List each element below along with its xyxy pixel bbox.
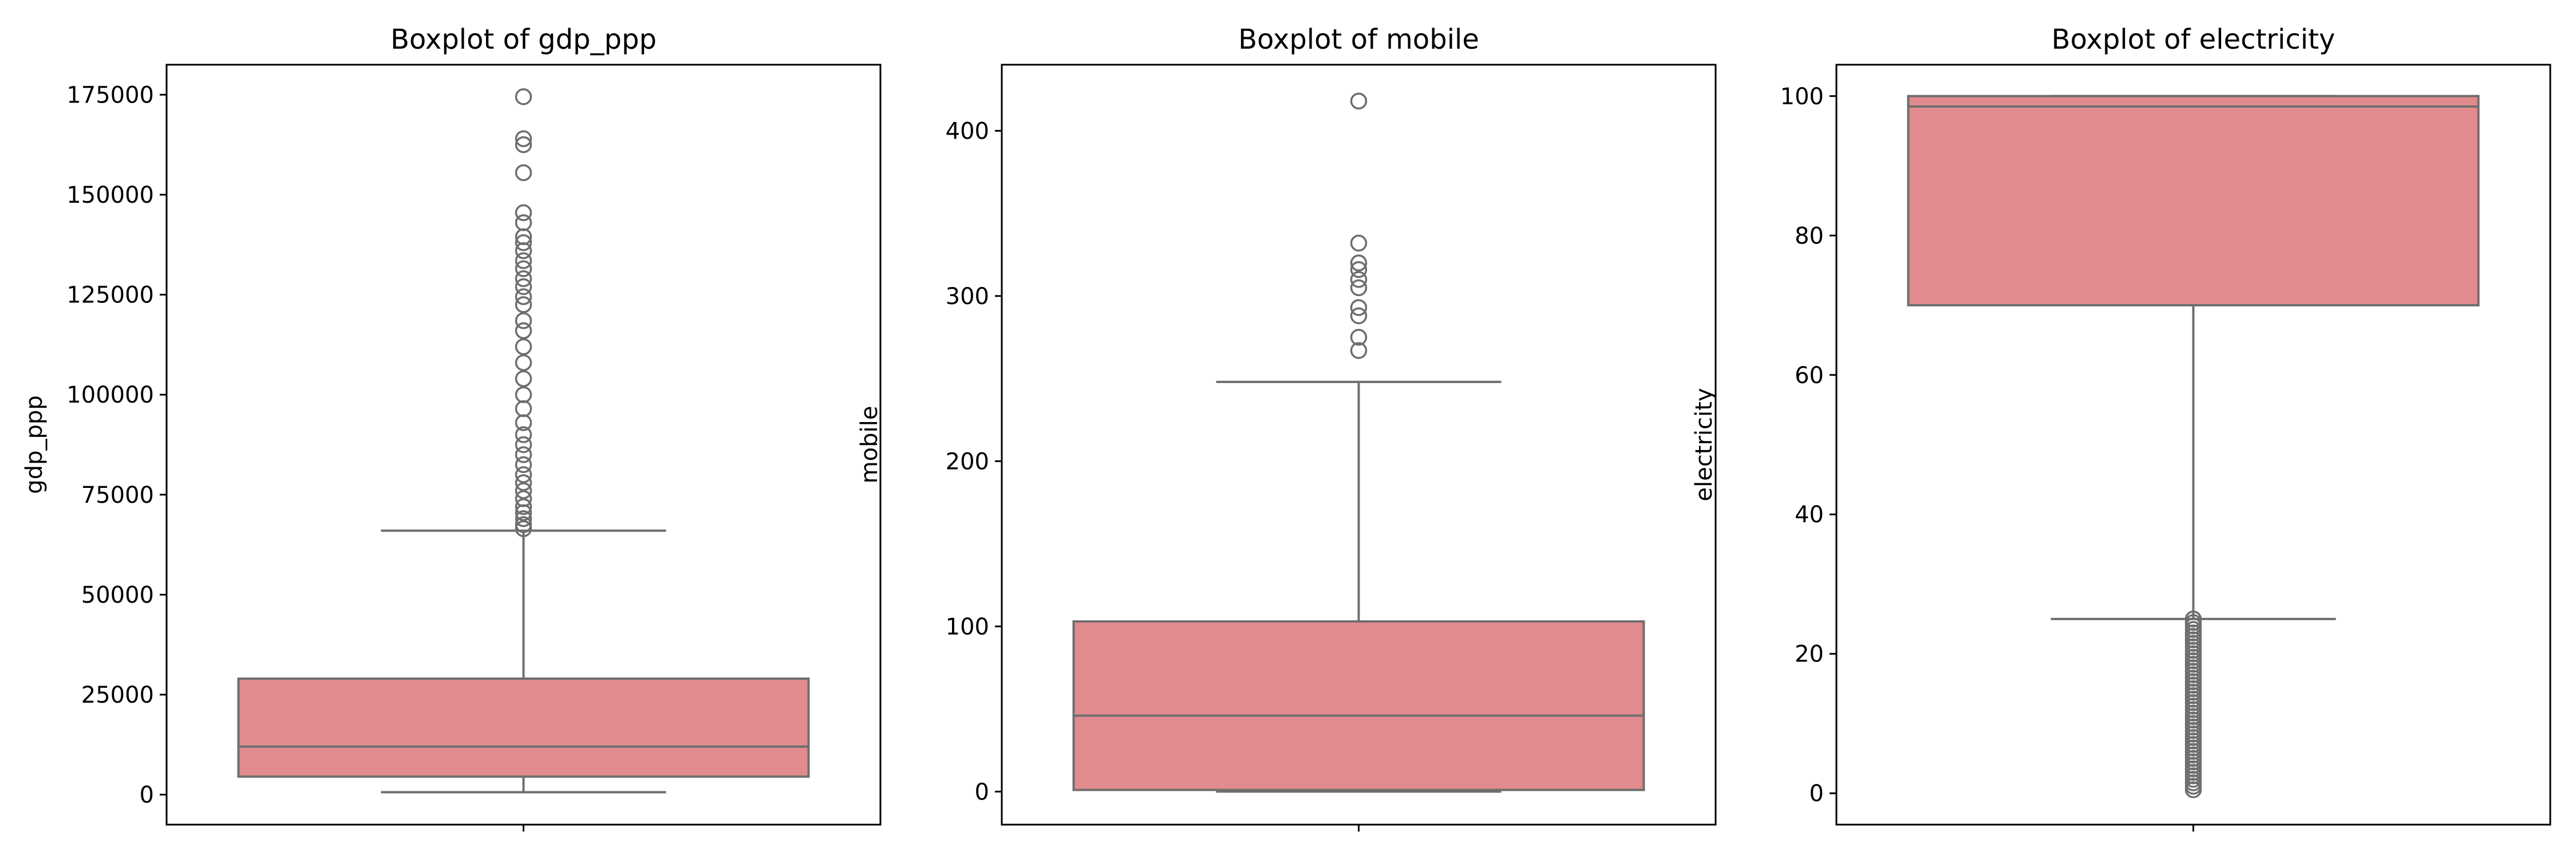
outlier-point: [1350, 92, 1368, 110]
outlier-point: [515, 426, 532, 443]
y-tick-label: 400: [946, 118, 989, 144]
y-tick-label: 20: [1795, 641, 1824, 668]
outlier-point: [1350, 271, 1368, 288]
outlier-point: [515, 474, 532, 491]
outlier-point: [515, 510, 532, 527]
outlier-point: [1350, 342, 1368, 359]
axes-frame: [1001, 64, 1717, 826]
y-tick-label: 300: [946, 283, 989, 310]
iqr-box: [1072, 620, 1645, 791]
outlier-point: [515, 466, 532, 483]
outlier-point: [515, 234, 532, 251]
y-tick-label: 0: [1809, 781, 1824, 807]
panel-3: Boxplot of electricity electricity 0 20 40 60…: [1691, 23, 2551, 832]
outlier-point: [515, 214, 532, 231]
y-tick-label: 175000: [66, 82, 154, 108]
y-tick-label: 25000: [81, 682, 154, 708]
y-tick-label: 0: [140, 782, 154, 809]
y-axis-label: gdp_ppp: [21, 395, 48, 494]
iqr-box: [1907, 94, 2480, 307]
chart-title: Boxplot of mobile: [1238, 23, 1479, 56]
y-tick-label: 0: [975, 779, 989, 805]
outlier-point: [1350, 299, 1368, 316]
outlier-point: [515, 88, 532, 105]
outlier-point: [515, 456, 532, 474]
outlier-point: [515, 370, 532, 388]
outlier-point: [515, 296, 532, 313]
y-tick-label: 60: [1795, 362, 1824, 389]
panel-1: Boxplot of gdp_ppp gdp_ppp 0 25000 50000 7500…: [21, 23, 882, 832]
outlier-point: [515, 400, 532, 417]
outlier-point: [515, 446, 532, 463]
y-tick-label: 80: [1795, 223, 1824, 249]
outlier-point: [1350, 234, 1368, 252]
outlier-point: [515, 278, 532, 295]
axes-frame: [1835, 64, 2551, 826]
y-tick-label: 100: [1780, 84, 1824, 110]
outlier-point: [515, 504, 532, 521]
chart-title: Boxplot of electricity: [2052, 23, 2336, 56]
iqr-box: [237, 677, 810, 778]
outlier-point: [515, 482, 532, 499]
axes-frame: [165, 64, 882, 826]
outlier-point: [1350, 329, 1368, 346]
outlier-point: [515, 312, 532, 329]
outlier-point: [515, 164, 532, 182]
outlier-point: [515, 386, 532, 403]
y-tick-label: 150000: [66, 182, 154, 208]
outlier-point: [515, 322, 532, 340]
outlier-point: [515, 354, 532, 372]
outlier-point: [515, 288, 532, 305]
outlier-point: [515, 338, 532, 356]
outlier-point: [515, 130, 532, 147]
outlier-point: [515, 260, 532, 277]
chart-title: Boxplot of gdp_ppp: [390, 23, 657, 56]
y-tick-label: 75000: [81, 482, 154, 509]
outlier-point: [515, 270, 532, 287]
outlier-point: [515, 204, 532, 222]
y-tick-label: 40: [1795, 502, 1824, 528]
y-tick-label: 125000: [66, 282, 154, 309]
outlier-point: [1350, 254, 1368, 271]
outlier-point: [515, 242, 532, 259]
outlier-point: [515, 414, 532, 431]
outlier-point: [515, 498, 532, 515]
y-axis-label: mobile: [856, 406, 883, 484]
outlier-point: [515, 136, 532, 153]
outlier-point: [515, 516, 532, 533]
outlier-point: [515, 520, 532, 537]
outlier-point: [1350, 261, 1368, 278]
outlier-point: [515, 252, 532, 269]
y-tick-label: 50000: [81, 582, 154, 608]
y-tick-label: 100000: [66, 382, 154, 408]
outlier-point: [1350, 307, 1368, 325]
panel-2: Boxplot of mobile mobile 0 100 200 300 400: [856, 23, 1717, 832]
outlier-point: [1350, 279, 1368, 297]
y-axis-label: electricity: [1691, 388, 1717, 501]
outlier-point: [515, 436, 532, 454]
y-tick-label: 200: [946, 448, 989, 475]
outlier-point: [2184, 781, 2202, 798]
y-tick-label: 100: [946, 614, 989, 640]
